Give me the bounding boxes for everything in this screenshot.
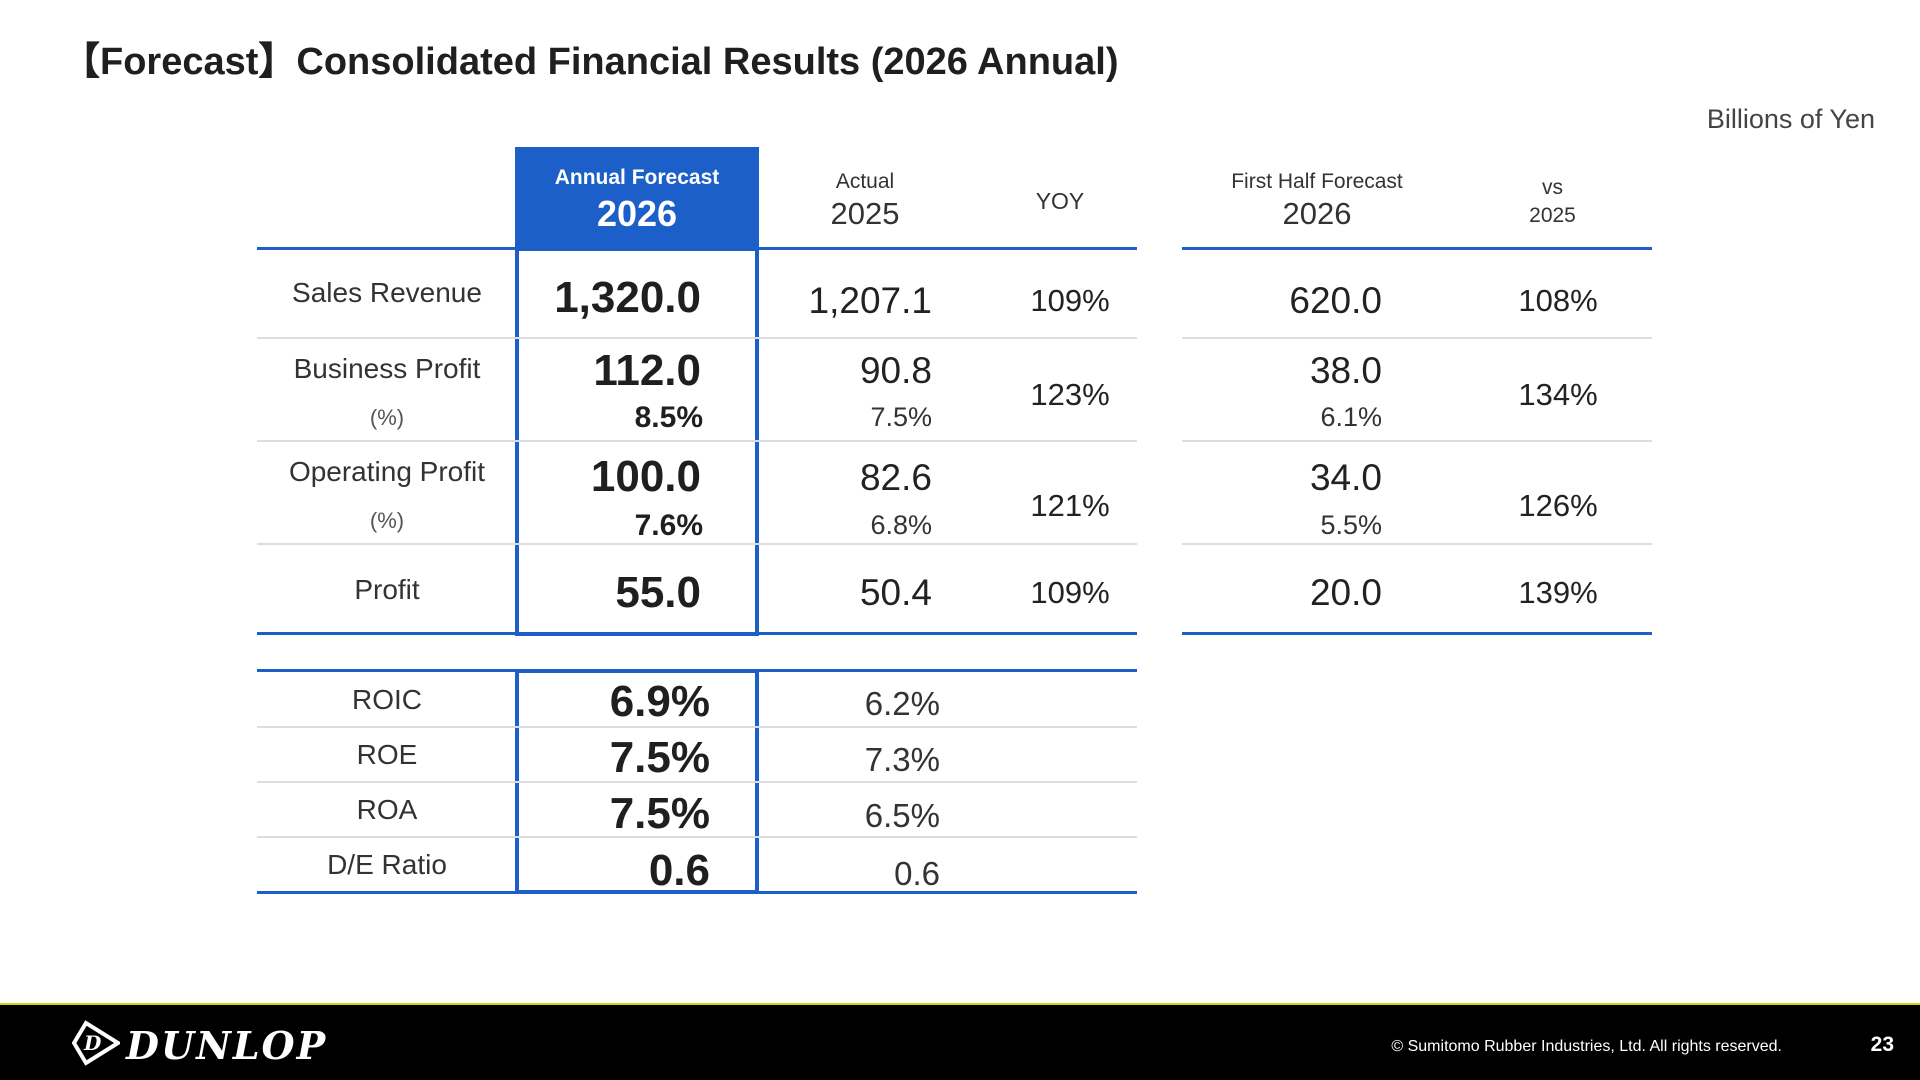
row-divider <box>257 543 1137 545</box>
roe-actual: 7.3% <box>864 741 940 778</box>
profit-actual: 50.4 <box>859 572 932 613</box>
de-ratio-forecast: 0.6 <box>648 846 710 895</box>
roic-actual: 6.2% <box>864 685 940 722</box>
business-profit-forecast-pct: 8.5% <box>634 401 703 434</box>
ratio-label-roic: ROIC <box>352 684 422 715</box>
fh-top-rule <box>1182 247 1652 250</box>
row-divider <box>257 440 1137 442</box>
forecast-header-label: Annual Forecast <box>554 166 720 189</box>
ratio-label-de-ratio: D/E Ratio <box>327 849 447 880</box>
forecast-header-cell <box>515 147 759 249</box>
forecast-header-year: 2026 <box>596 193 678 234</box>
operating-profit-actual: 82.6 <box>859 457 932 498</box>
business-profit-actual: 90.8 <box>859 350 932 391</box>
roic-forecast: 6.9% <box>609 677 710 726</box>
business-profit-forecast: 112.0 <box>593 346 701 395</box>
fh-row-divider <box>1182 337 1652 339</box>
sales-revenue-forecast: 1,320.0 <box>554 273 701 322</box>
unit-note: Billions of Yen <box>1706 104 1875 134</box>
actual-header-label: Actual <box>835 170 895 193</box>
ratios-bottom-rule <box>257 891 1137 894</box>
operating-profit-yoy: 121% <box>1030 488 1110 523</box>
page-title: 【Forecast】Consolidated Financial Results… <box>62 41 1119 83</box>
page-number: 23 <box>1870 1033 1894 1056</box>
business-profit-yoy: 123% <box>1030 377 1110 412</box>
profit-yoy: 109% <box>1030 575 1110 610</box>
row-label-business-profit: Business Profit <box>293 353 481 384</box>
first-half-header-year: 2026 <box>1282 196 1352 231</box>
roe-forecast: 7.5% <box>609 733 710 782</box>
operating-profit-forecast-pct: 7.6% <box>634 509 703 542</box>
vs-header-year: 2025 <box>1529 204 1576 227</box>
row-label-profit: Profit <box>354 574 420 605</box>
row-divider <box>257 337 1137 339</box>
table-bottom-rule <box>257 632 1137 635</box>
profit-first-half: 20.0 <box>1309 572 1382 613</box>
ratios-row-divider <box>257 781 1137 783</box>
operating-profit-first-half: 34.0 <box>1309 457 1382 498</box>
business-profit-first-half-pct: 6.1% <box>1320 402 1382 432</box>
svg-text:D: D <box>83 1031 102 1055</box>
ratios-row-divider <box>257 836 1137 838</box>
ratios-top-rule <box>257 669 1137 672</box>
row-label-sales-revenue: Sales Revenue <box>292 277 482 308</box>
de-ratio-actual: 0.6 <box>894 855 940 892</box>
copyright-text: © Sumitomo Rubber Industries, Ltd. All r… <box>1391 1038 1782 1055</box>
business-profit-vs: 134% <box>1518 377 1598 412</box>
operating-profit-actual-pct: 6.8% <box>870 510 932 540</box>
fh-bottom-rule <box>1182 632 1652 635</box>
operating-profit-forecast: 100.0 <box>590 452 701 501</box>
operating-profit-first-half-pct: 5.5% <box>1320 510 1382 540</box>
yoy-header-label: YOY <box>1035 188 1085 214</box>
sales-revenue-vs: 108% <box>1518 283 1598 318</box>
ratio-label-roe: ROE <box>356 739 418 770</box>
roa-forecast: 7.5% <box>609 789 710 838</box>
ratios-row-divider <box>257 726 1137 728</box>
table-top-rule <box>257 247 1137 250</box>
sales-revenue-yoy: 109% <box>1030 283 1110 318</box>
profit-forecast: 55.0 <box>615 568 701 617</box>
first-half-header-label: First Half Forecast <box>1231 170 1403 193</box>
business-profit-first-half: 38.0 <box>1309 350 1382 391</box>
business-profit-actual-pct: 7.5% <box>870 402 932 432</box>
vs-header-label: vs <box>1542 176 1563 199</box>
fh-row-divider <box>1182 440 1652 442</box>
profit-vs: 139% <box>1518 575 1598 610</box>
row-sub-operating-profit: (%) <box>369 508 405 533</box>
operating-profit-vs: 126% <box>1518 488 1598 523</box>
dunlop-d-emblem-icon: D <box>71 1019 122 1072</box>
actual-header-year: 2025 <box>830 196 900 231</box>
roa-actual: 6.5% <box>864 797 940 834</box>
fh-row-divider <box>1182 543 1652 545</box>
logo-text: DUNLOP <box>126 1022 328 1068</box>
dunlop-logo: D DUNLOP <box>71 1019 328 1072</box>
sales-revenue-actual: 1,207.1 <box>808 280 932 321</box>
row-sub-business-profit: (%) <box>369 405 405 430</box>
ratio-label-roa: ROA <box>356 794 418 825</box>
sales-revenue-first-half: 620.0 <box>1289 280 1382 321</box>
row-label-operating-profit: Operating Profit <box>288 456 486 487</box>
footer-bar: D DUNLOP © Sumitomo Rubber Industries, L… <box>0 1003 1920 1080</box>
